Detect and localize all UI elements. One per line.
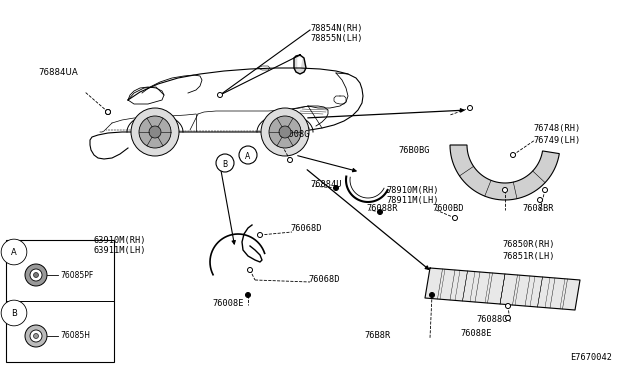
Text: 76884UA: 76884UA bbox=[38, 67, 77, 77]
Circle shape bbox=[333, 186, 339, 190]
Circle shape bbox=[506, 304, 511, 308]
Circle shape bbox=[429, 292, 435, 298]
Text: A: A bbox=[245, 151, 251, 160]
Text: 76884U: 76884U bbox=[310, 180, 342, 189]
Circle shape bbox=[131, 108, 179, 156]
Text: E7670042: E7670042 bbox=[570, 353, 612, 362]
Circle shape bbox=[248, 267, 253, 273]
Circle shape bbox=[378, 209, 383, 215]
Circle shape bbox=[538, 198, 543, 202]
Text: 76B0BG: 76B0BG bbox=[398, 145, 429, 154]
Text: 76085H: 76085H bbox=[60, 331, 90, 340]
Circle shape bbox=[246, 292, 250, 298]
Polygon shape bbox=[298, 58, 302, 68]
Circle shape bbox=[543, 187, 547, 192]
Circle shape bbox=[30, 330, 42, 342]
Circle shape bbox=[25, 325, 47, 347]
Circle shape bbox=[216, 154, 234, 172]
Circle shape bbox=[106, 109, 111, 115]
Text: 78855N(LH): 78855N(LH) bbox=[310, 33, 362, 42]
Text: 7600BD: 7600BD bbox=[432, 203, 463, 212]
Circle shape bbox=[30, 269, 42, 281]
Circle shape bbox=[467, 106, 472, 110]
Text: 76068D: 76068D bbox=[290, 224, 321, 232]
FancyBboxPatch shape bbox=[6, 240, 114, 362]
Text: 78911M(LH): 78911M(LH) bbox=[386, 196, 438, 205]
Text: B: B bbox=[223, 160, 228, 169]
Polygon shape bbox=[425, 268, 580, 310]
Circle shape bbox=[149, 126, 161, 138]
Circle shape bbox=[257, 232, 262, 237]
Circle shape bbox=[25, 264, 47, 286]
Circle shape bbox=[287, 157, 292, 163]
Circle shape bbox=[261, 108, 309, 156]
Circle shape bbox=[239, 146, 257, 164]
Text: 63910M(RH): 63910M(RH) bbox=[93, 235, 145, 244]
Text: A: A bbox=[11, 247, 17, 257]
Text: 76068D: 76068D bbox=[308, 276, 339, 285]
Circle shape bbox=[218, 93, 223, 97]
Circle shape bbox=[452, 215, 458, 221]
Text: 76088G: 76088G bbox=[476, 315, 508, 324]
Text: 7608BR: 7608BR bbox=[522, 203, 554, 212]
Polygon shape bbox=[294, 55, 306, 74]
Text: 76008G: 76008G bbox=[278, 129, 310, 138]
Circle shape bbox=[139, 116, 171, 148]
Text: 76088E: 76088E bbox=[460, 330, 492, 339]
Text: 63911M(LH): 63911M(LH) bbox=[93, 246, 145, 254]
Text: 76008E: 76008E bbox=[212, 299, 243, 308]
Circle shape bbox=[33, 334, 38, 339]
Circle shape bbox=[33, 273, 38, 278]
Text: 78854N(RH): 78854N(RH) bbox=[310, 23, 362, 32]
Polygon shape bbox=[450, 145, 559, 200]
Text: 76B8R: 76B8R bbox=[364, 331, 390, 340]
Text: 76749(LH): 76749(LH) bbox=[533, 135, 580, 144]
Circle shape bbox=[511, 153, 515, 157]
Text: B: B bbox=[11, 308, 17, 317]
Text: 78910M(RH): 78910M(RH) bbox=[386, 186, 438, 195]
Circle shape bbox=[106, 109, 111, 115]
Text: 76748(RH): 76748(RH) bbox=[533, 124, 580, 132]
Circle shape bbox=[502, 187, 508, 192]
Circle shape bbox=[506, 315, 511, 321]
Text: 76850R(RH): 76850R(RH) bbox=[502, 240, 554, 248]
Circle shape bbox=[279, 126, 291, 138]
Text: 76085PF: 76085PF bbox=[60, 270, 93, 279]
Text: 76851R(LH): 76851R(LH) bbox=[502, 251, 554, 260]
Text: 76088R: 76088R bbox=[366, 203, 397, 212]
Circle shape bbox=[269, 116, 301, 148]
